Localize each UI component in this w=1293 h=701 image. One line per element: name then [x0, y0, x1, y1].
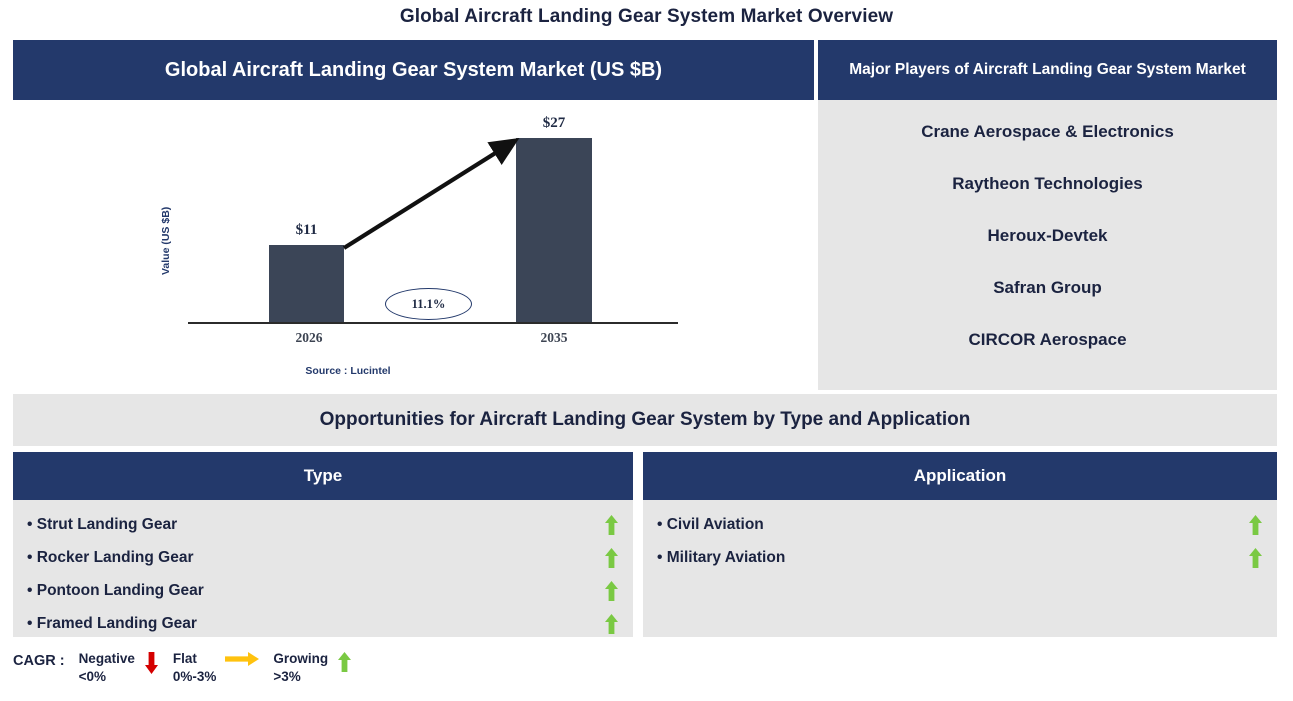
x-tick-2026: 2026: [295, 330, 323, 345]
major-players-panel: Major Players of Aircraft Landing Gear S…: [818, 40, 1277, 390]
bar-2035: [516, 138, 592, 322]
x-tick-2035: 2035: [540, 330, 568, 345]
cagr-legend-flat: Flat 0%-3%: [173, 650, 260, 686]
legend-negative-name: Negative: [78, 651, 135, 666]
arrow-up-icon: [1245, 547, 1265, 568]
market-chart-header: Global Aircraft Landing Gear System Mark…: [13, 40, 814, 100]
bar-chart: Value (US $B) $11 $27 2026 2035 11.: [13, 100, 814, 390]
arrow-up-icon: [601, 547, 621, 568]
major-players-list: Crane Aerospace & Electronics Raytheon T…: [818, 100, 1277, 390]
cagr-legend: CAGR : Negative <0% Flat 0%-3% Growing >…: [13, 650, 473, 696]
legend-flat-range: 0%-3%: [172, 669, 217, 685]
opportunities-band-title: Opportunities for Aircraft Landing Gear …: [13, 394, 1277, 446]
type-item-label: • Strut Landing Gear: [27, 515, 178, 533]
cagr-value-bubble: 11.1%: [385, 288, 472, 320]
type-table-body: • Strut Landing Gear • Rocker Landing Ge…: [13, 500, 633, 637]
cagr-arrow-icon: [342, 137, 520, 250]
cagr-legend-negative: Negative <0%: [79, 650, 159, 686]
legend-negative-text: Negative <0%: [79, 650, 135, 686]
cagr-legend-title: CAGR :: [13, 653, 65, 669]
arrow-up-icon: [601, 613, 621, 634]
page-title: Global Aircraft Landing Gear System Mark…: [399, 6, 894, 27]
x-axis-line: [188, 322, 678, 324]
arrow-up-icon: [601, 580, 621, 601]
cagr-legend-growing: Growing >3%: [273, 650, 352, 686]
table-row: • Strut Landing Gear: [13, 508, 633, 541]
table-row: • Pontoon Landing Gear: [13, 574, 633, 607]
bar-value-2035: $27: [542, 115, 566, 131]
application-item-label: • Military Aviation: [657, 548, 786, 566]
arrow-up-icon: [337, 652, 352, 672]
legend-flat-name: Flat: [172, 651, 197, 666]
application-table-header: Application: [643, 452, 1277, 500]
list-item: Heroux-Devtek: [987, 226, 1108, 245]
bar-value-2026: $11: [295, 222, 318, 238]
arrow-up-icon: [1245, 514, 1265, 535]
major-players-header: Major Players of Aircraft Landing Gear S…: [818, 40, 1277, 100]
arrow-down-icon: [144, 652, 159, 674]
application-table-body: • Civil Aviation • Military Aviation: [643, 500, 1277, 637]
legend-growing-text: Growing >3%: [273, 650, 328, 686]
arrow-right-icon: [225, 652, 260, 666]
list-item: CIRCOR Aerospace: [968, 330, 1127, 349]
list-item: Safran Group: [993, 278, 1102, 297]
type-table: Type • Strut Landing Gear • Rocker Landi…: [13, 452, 633, 637]
market-chart-body: Value (US $B) $11 $27 2026 2035 11.: [13, 100, 814, 390]
table-row: • Rocker Landing Gear: [13, 541, 633, 574]
type-item-label: • Framed Landing Gear: [27, 614, 197, 632]
legend-negative-range: <0%: [78, 669, 106, 685]
type-table-header: Type: [13, 452, 633, 500]
y-axis-label: Value (US $B): [160, 206, 172, 275]
chart-source-note: Source : Lucintel: [305, 365, 391, 377]
market-chart-panel: Global Aircraft Landing Gear System Mark…: [13, 40, 814, 390]
list-item: Crane Aerospace & Electronics: [921, 122, 1174, 141]
table-row: • Framed Landing Gear: [13, 607, 633, 640]
type-item-label: • Rocker Landing Gear: [27, 548, 194, 566]
legend-flat-text: Flat 0%-3%: [173, 650, 217, 686]
arrow-up-icon: [601, 514, 621, 535]
application-item-label: • Civil Aviation: [657, 515, 764, 533]
application-table: Application • Civil Aviation • Military …: [643, 452, 1277, 637]
table-row: • Civil Aviation: [643, 508, 1277, 541]
bar-2026: [269, 245, 344, 322]
type-item-label: • Pontoon Landing Gear: [27, 581, 204, 599]
list-item: Raytheon Technologies: [952, 174, 1143, 193]
legend-growing-range: >3%: [273, 669, 301, 685]
legend-growing-name: Growing: [273, 651, 329, 666]
table-row: • Military Aviation: [643, 541, 1277, 574]
